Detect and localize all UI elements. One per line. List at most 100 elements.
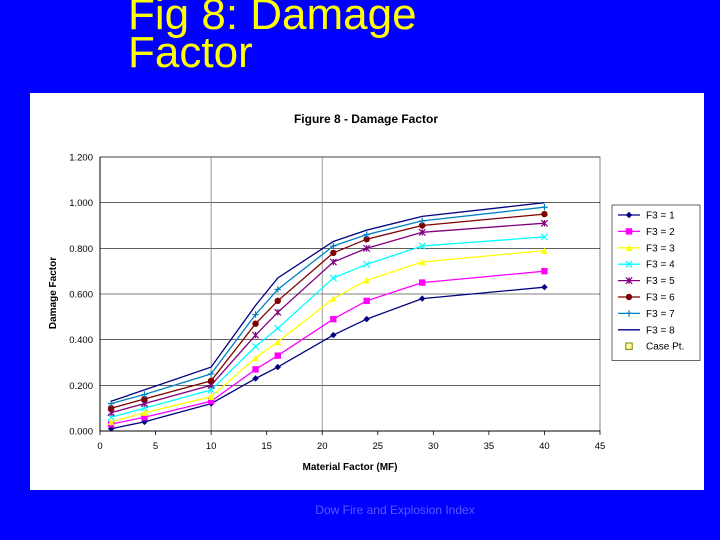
data-point: [141, 414, 148, 421]
legend-item: F3 = 6: [618, 293, 675, 304]
series-1: [107, 283, 548, 432]
legend-label: F3 = 1: [646, 211, 675, 222]
x-tick-label: 0: [97, 441, 102, 452]
legend-label: F3 = 4: [646, 260, 675, 271]
y-tick-label: 1.000: [69, 198, 93, 209]
series-6: [107, 210, 548, 412]
data-point: [274, 324, 282, 332]
legend-label: F3 = 3: [646, 243, 675, 254]
series-8: [110, 202, 545, 402]
legend-label: F3 = 7: [646, 309, 675, 320]
data-point: [541, 283, 548, 291]
data-point: [541, 247, 548, 254]
data-point: [419, 217, 426, 225]
data-point: [330, 295, 337, 302]
data-point: [207, 370, 215, 378]
x-tick-label: 15: [261, 441, 272, 452]
legend-item: F3 = 5: [618, 276, 675, 287]
legend-item: F3 = 1: [618, 211, 675, 222]
y-tick-label: 1.200: [69, 153, 93, 164]
data-point: [252, 375, 259, 382]
data-point: [207, 398, 215, 405]
legend-item: F3 = 2: [618, 227, 675, 238]
y-tick-label: 0.800: [69, 244, 93, 255]
data-point: [330, 331, 337, 339]
data-point: [330, 249, 337, 257]
data-point: [141, 391, 148, 398]
legend-marker: [625, 244, 633, 251]
data-point: [107, 404, 115, 412]
legend-marker: [625, 228, 633, 235]
legend-item: F3 = 8: [618, 325, 675, 336]
legend-marker: [625, 260, 633, 268]
x-tick-label: 10: [206, 441, 217, 452]
data-point: [329, 274, 337, 282]
legend-item: F3 = 3: [618, 243, 675, 254]
x-tick-label: 5: [153, 441, 158, 452]
data-point: [540, 219, 549, 227]
data-point: [207, 393, 215, 400]
legend-marker: [625, 276, 633, 285]
data-point: [252, 320, 259, 327]
data-point: [418, 228, 426, 236]
legend-marker: [625, 310, 633, 317]
data-point: [363, 297, 370, 305]
data-point: [107, 418, 115, 426]
slide-title: Fig 8: Damage Factor: [128, 0, 417, 77]
series-3: [107, 247, 548, 426]
y-tick-label: 0.200: [69, 381, 93, 392]
data-point: [541, 210, 548, 218]
legend-label: F3 = 2: [646, 227, 675, 238]
x-axis-label: Material Factor (MF): [302, 462, 397, 473]
data-point: [541, 204, 548, 211]
legend-marker: [625, 342, 633, 350]
series-line: [110, 202, 545, 402]
legend-marker: [625, 293, 633, 301]
data-point: [329, 258, 337, 266]
legend-label: F3 = 5: [646, 276, 675, 287]
data-point: [141, 395, 148, 403]
x-tick-label: 35: [484, 441, 495, 452]
y-tick-label: 0.000: [69, 427, 93, 438]
x-tick-label: 25: [372, 441, 383, 452]
data-point: [363, 236, 370, 243]
data-point: [207, 377, 215, 384]
data-point: [540, 233, 549, 241]
y-axis-label: Damage Factor: [48, 257, 59, 329]
legend-label: F3 = 8: [646, 325, 675, 336]
chart-panel: 0.000 0.200 0.400 0.600 0.800 1.000 1.200 0 5 10 1…: [30, 93, 704, 490]
data-point: [363, 244, 371, 252]
legend-item: Case Pt.: [625, 342, 684, 353]
data-point: [107, 400, 115, 407]
data-point: [419, 295, 426, 302]
data-point: [419, 222, 426, 229]
legend-label: Case Pt.: [646, 342, 684, 353]
series-7: [107, 204, 548, 407]
data-point: [252, 311, 259, 318]
legend-item: F3 = 4: [618, 260, 675, 271]
data-point: [274, 363, 281, 371]
chart-title: Figure 8 - Damage Factor: [294, 112, 438, 126]
data-point: [274, 297, 281, 305]
data-point: [252, 366, 259, 373]
data-point: [419, 279, 426, 286]
data-point: [274, 352, 281, 359]
x-tick-label: 20: [317, 441, 328, 452]
data-point: [141, 409, 148, 416]
legend-label: F3 = 6: [646, 293, 675, 304]
x-tick-label: 30: [428, 441, 439, 452]
data-point: [251, 331, 260, 339]
damage-factor-chart: 0.000 0.200 0.400 0.600 0.800 1.000 1.200 0 5 10 1…: [48, 112, 701, 473]
data-point: [418, 242, 426, 250]
y-tick-label: 0.600: [69, 290, 93, 301]
data-point: [363, 260, 371, 268]
data-point: [274, 338, 281, 346]
y-tick-label: 0.400: [69, 335, 93, 346]
series-5: [107, 219, 549, 417]
legend-marker: [625, 211, 633, 219]
data-point: [363, 231, 370, 238]
slide-footer: Dow Fire and Explosion Index: [315, 503, 475, 517]
legend-item: F3 = 7: [618, 309, 675, 320]
data-point: [251, 342, 260, 351]
data-point: [419, 258, 426, 266]
